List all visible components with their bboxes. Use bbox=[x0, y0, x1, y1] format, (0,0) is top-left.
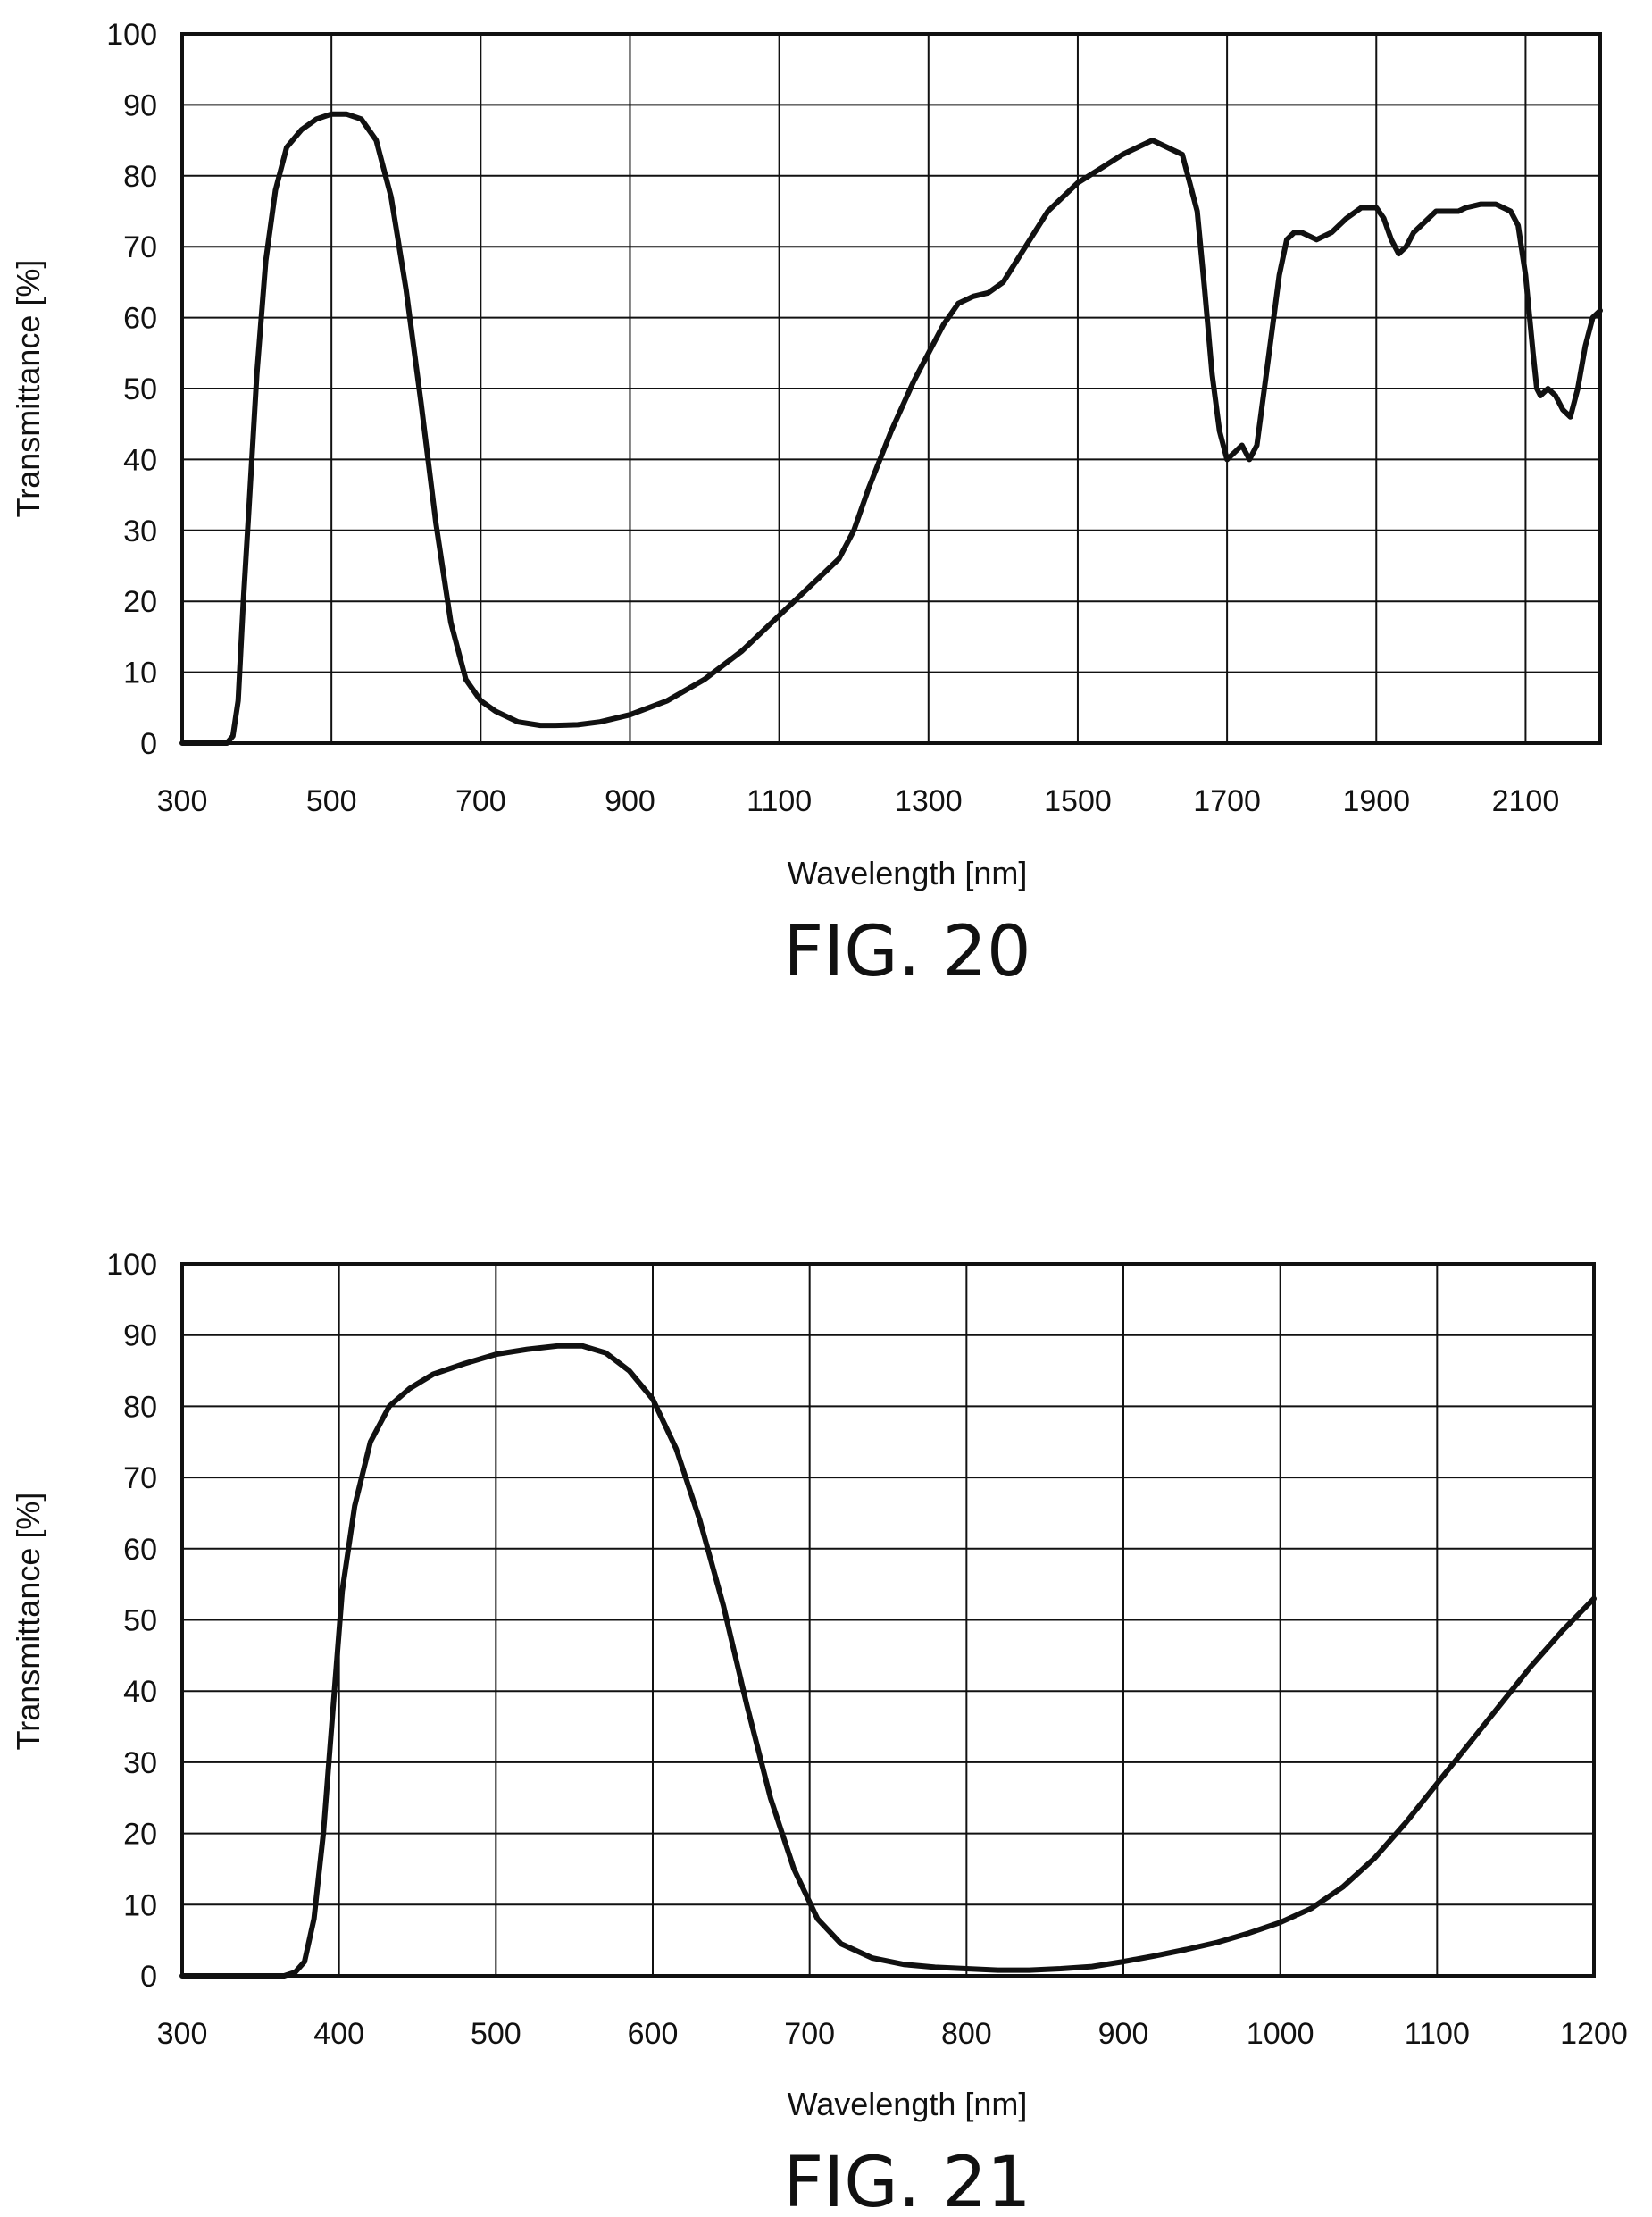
y-tick-label: 0 bbox=[140, 1960, 157, 1994]
figure-caption: FIG. 21 bbox=[783, 2143, 1030, 2217]
x-tick-label: 1700 bbox=[1193, 784, 1261, 818]
x-axis-title: Wavelength [nm] bbox=[788, 2086, 1028, 2122]
x-tick-label: 500 bbox=[471, 2017, 521, 2051]
y-tick-label: 0 bbox=[140, 727, 157, 761]
transmittance-curve bbox=[179, 111, 1603, 746]
y-tick-label: 90 bbox=[123, 88, 157, 122]
y-tick-label: 40 bbox=[123, 1675, 157, 1709]
x-tick-label: 1200 bbox=[1560, 2017, 1628, 2051]
y-tick-label: 50 bbox=[123, 372, 157, 406]
y-axis-title: Transmittance [%] bbox=[10, 1493, 46, 1751]
figure-caption: FIG. 20 bbox=[783, 912, 1030, 992]
x-tick-label: 1900 bbox=[1342, 784, 1410, 818]
x-tick-label: 700 bbox=[455, 784, 506, 818]
y-tick-labels: 0 10 20 30 40 50 60 70 80 90 100 bbox=[106, 18, 157, 761]
y-tick-label: 80 bbox=[123, 160, 157, 194]
y-tick-label: 10 bbox=[123, 657, 157, 690]
x-tick-label: 900 bbox=[605, 784, 655, 818]
x-tick-label: 1000 bbox=[1247, 2017, 1314, 2051]
x-tick-label: 700 bbox=[784, 2017, 835, 2051]
y-axis-title: Transmittance [%] bbox=[10, 260, 46, 518]
y-tick-label: 70 bbox=[123, 230, 157, 264]
x-tick-label: 400 bbox=[313, 2017, 364, 2051]
y-tick-label: 90 bbox=[123, 1319, 157, 1353]
x-tick-label: 1100 bbox=[747, 784, 812, 818]
gridlines bbox=[181, 33, 1601, 744]
x-tick-label: 1500 bbox=[1044, 784, 1112, 818]
x-tick-labels: 300 500 700 900 1100 1300 1500 1700 1900 2100 bbox=[157, 784, 1560, 818]
x-tick-label: 1100 bbox=[1405, 2017, 1470, 2051]
x-tick-label: 600 bbox=[628, 2017, 679, 2051]
transmittance-chart-fig20: 0 10 20 30 40 50 60 70 80 90 100 300 500 700 900 1100 1… bbox=[10, 18, 1603, 992]
y-tick-label: 30 bbox=[123, 1746, 157, 1780]
y-tick-label: 80 bbox=[123, 1390, 157, 1424]
x-tick-label: 2100 bbox=[1492, 784, 1560, 818]
y-tick-label: 100 bbox=[106, 18, 157, 52]
transmittance-chart-fig21: 0 10 20 30 40 50 60 70 80 90 100 300 400 500 600 700 80… bbox=[10, 1248, 1628, 2217]
x-tick-label: 1300 bbox=[895, 784, 963, 818]
x-tick-label: 300 bbox=[157, 784, 208, 818]
y-tick-label: 20 bbox=[123, 585, 157, 619]
y-tick-label: 40 bbox=[123, 443, 157, 477]
y-tick-label: 30 bbox=[123, 515, 157, 548]
y-tick-label: 20 bbox=[123, 1818, 157, 1852]
x-tick-labels: 300 400 500 600 700 800 900 1000 1100 1200 bbox=[157, 2017, 1628, 2051]
y-tick-label: 10 bbox=[123, 1888, 157, 1922]
gridlines bbox=[181, 1263, 1595, 1977]
x-tick-label: 300 bbox=[157, 2017, 208, 2051]
x-tick-label: 800 bbox=[941, 2017, 992, 2051]
y-tick-label: 60 bbox=[123, 302, 157, 336]
y-tick-label: 100 bbox=[106, 1248, 157, 1282]
x-axis-title: Wavelength [nm] bbox=[788, 855, 1028, 891]
y-tick-label: 50 bbox=[123, 1604, 157, 1638]
y-tick-labels: 0 10 20 30 40 50 60 70 80 90 100 bbox=[106, 1248, 157, 1994]
x-tick-label: 900 bbox=[1098, 2017, 1149, 2051]
y-tick-label: 60 bbox=[123, 1533, 157, 1567]
transmittance-curve bbox=[179, 1343, 1597, 1979]
x-tick-label: 500 bbox=[306, 784, 357, 818]
y-tick-label: 70 bbox=[123, 1461, 157, 1495]
